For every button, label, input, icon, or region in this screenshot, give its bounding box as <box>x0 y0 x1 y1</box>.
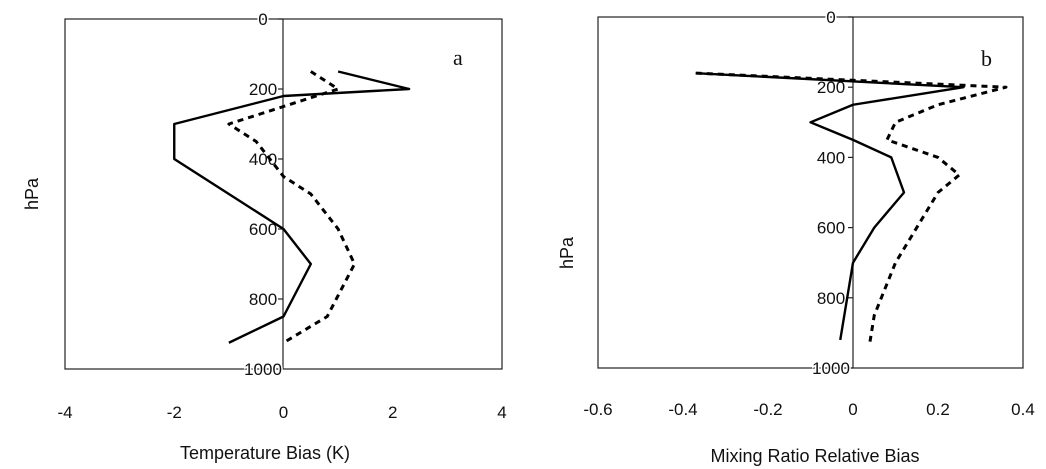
y-tick-labels: 0 200 400 600 800 1000 <box>811 7 853 380</box>
y-axis-label: hPa <box>22 177 42 210</box>
y-tick-label: 1000 <box>812 359 850 378</box>
x-tick-label: 4 <box>497 403 506 422</box>
x-axis-label: Mixing Ratio Relative Bias <box>710 446 919 466</box>
temperature-bias-panel: a Temperature Bias (K) hPa -4 -2 0 2 4 0 200 4… <box>22 9 507 464</box>
y-tick-label: 0 <box>826 8 835 27</box>
series-lines <box>695 71 1008 342</box>
x-tick-label: -0.6 <box>583 400 612 419</box>
dashed-series-line <box>227 70 357 345</box>
x-tick-label: -0.2 <box>753 400 782 419</box>
solid-series-line <box>173 70 411 344</box>
y-tick-label: 800 <box>817 289 845 308</box>
series-lines <box>173 70 411 345</box>
y-axis-label: hPa <box>557 236 577 269</box>
y-tick-label: 1000 <box>244 360 282 379</box>
x-tick-label: 0 <box>848 400 857 419</box>
x-tick-labels: -4 -2 0 2 4 <box>57 403 506 422</box>
y-tick-label: 0 <box>258 10 267 29</box>
x-tick-labels: -0.6 -0.4 -0.2 0 0.2 0.4 <box>583 400 1034 419</box>
x-tick-label: 2 <box>388 403 397 422</box>
y-tick-label: 600 <box>817 219 845 238</box>
x-tick-label: 0.4 <box>1011 400 1035 419</box>
x-tick-label: 0 <box>279 403 288 422</box>
panel-label: b <box>981 46 992 71</box>
y-tick-label: 400 <box>817 148 845 167</box>
y-tick-label: 600 <box>249 220 277 239</box>
y-tick-label: 800 <box>249 290 277 309</box>
y-tick-labels: 0 200 400 600 800 1000 <box>243 9 284 381</box>
plot-area-border <box>597 16 1024 369</box>
x-tick-label: -0.4 <box>668 400 697 419</box>
panel-label: a <box>453 45 463 70</box>
y-tick-label: 400 <box>249 150 277 169</box>
y-tick-label: 200 <box>817 78 845 97</box>
y-tick-label: 200 <box>249 80 277 99</box>
dashed-series-line <box>695 71 1008 342</box>
x-axis-label: Temperature Bias (K) <box>180 443 350 463</box>
solid-series-line <box>695 71 965 341</box>
x-tick-label: 0.2 <box>926 400 950 419</box>
x-tick-label: -2 <box>167 403 182 422</box>
x-tick-label: -4 <box>57 403 72 422</box>
mixing-ratio-bias-panel: b Mixing Ratio Relative Bias hPa -0.6 -0.… <box>557 7 1035 467</box>
